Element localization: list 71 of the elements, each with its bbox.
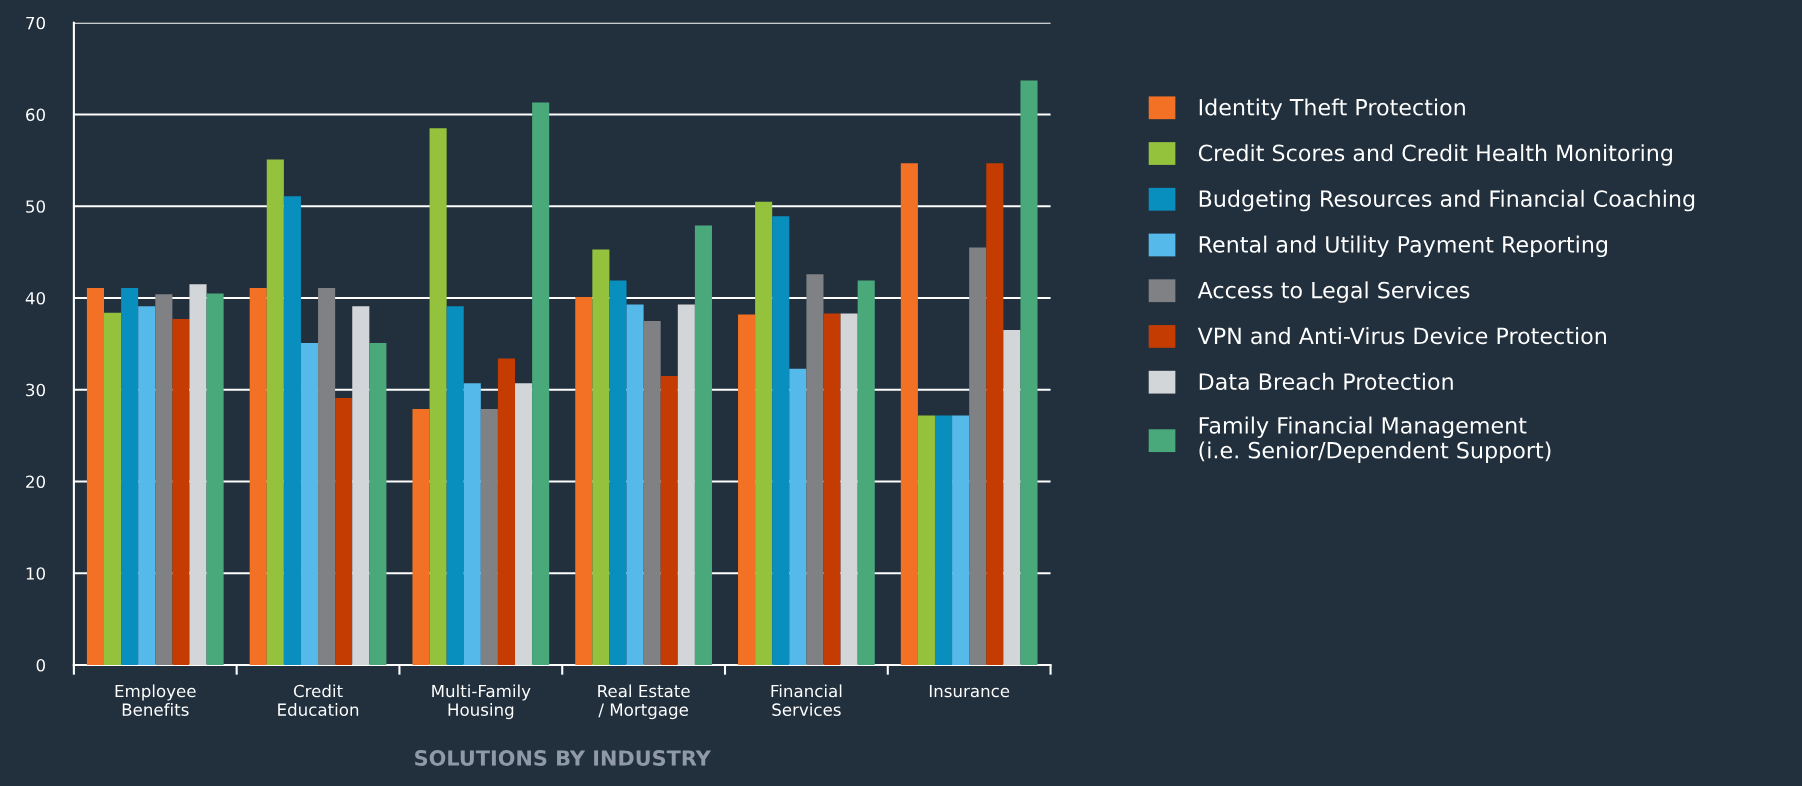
bar (318, 287, 336, 665)
bar (86, 287, 104, 665)
legend-label: Credit Scores and Credit Health Monitoring (1198, 144, 1672, 166)
bar (1003, 330, 1021, 665)
bar (121, 287, 139, 665)
bar (532, 102, 550, 665)
x-tick-label: Employee Benefits (115, 684, 196, 716)
y-tick-label: 20 (26, 475, 45, 489)
y-tick-label: 0 (36, 658, 45, 672)
bar (694, 225, 712, 665)
bar (969, 247, 987, 665)
y-tick-label: 50 (26, 200, 45, 213)
bar (515, 383, 533, 665)
bar (300, 342, 319, 665)
bar (952, 415, 970, 665)
bar (206, 293, 224, 665)
bar (660, 375, 678, 665)
legend-label: Budgeting Resources and Financial Coaching (1199, 189, 1695, 212)
bar (335, 398, 353, 665)
y-tick-label: 40 (25, 291, 45, 305)
bar (900, 163, 918, 665)
legend-label: Family Financial Management (i.e. Senior/Dependent Support) (1199, 416, 1551, 463)
x-tick-label: Financial Services (771, 684, 842, 716)
legend-label: Identity Theft Protection (1199, 98, 1465, 120)
bar (249, 287, 267, 665)
bar (840, 313, 858, 665)
bar (917, 415, 935, 665)
bar (412, 409, 430, 665)
y-tick-label: 70 (26, 16, 45, 30)
bar (446, 306, 464, 665)
bar (497, 358, 516, 665)
bar (806, 274, 824, 665)
bar (857, 280, 875, 665)
bar (352, 306, 370, 665)
bar (738, 314, 756, 665)
bar (369, 342, 387, 665)
bar (172, 319, 190, 665)
bar (823, 313, 841, 665)
legend-label: Rental and Utility Payment Reporting (1199, 235, 1608, 258)
bar (626, 304, 644, 665)
bar (643, 320, 661, 665)
bar (986, 163, 1004, 665)
y-tick-label: 10 (26, 567, 45, 580)
x-tick-label: Insurance (929, 684, 1010, 698)
x-axis-title: SOLUTIONS BY INDUSTRY (415, 750, 712, 766)
x-tick-label: Multi-Family Housing (432, 684, 531, 720)
bar (755, 201, 773, 665)
bar (934, 415, 953, 665)
y-tick-label: 60 (26, 108, 45, 122)
bar (463, 383, 481, 665)
bar (189, 284, 207, 665)
bar (480, 409, 498, 665)
legend-label: Access to Legal Services (1197, 281, 1470, 303)
bar (789, 368, 807, 665)
bar (1020, 80, 1038, 665)
bar (609, 280, 627, 665)
bar (677, 304, 695, 665)
bar (592, 249, 610, 665)
bar (138, 306, 156, 665)
bar (104, 312, 122, 665)
bar (266, 159, 284, 665)
bar (155, 294, 173, 665)
legend-label: Data Breach Protection (1199, 372, 1453, 390)
x-tick-label: Real Estate / Mortgage (598, 684, 690, 720)
legend-label: VPN and Anti-Virus Device Protection (1197, 327, 1606, 345)
y-tick-label: 30 (26, 383, 45, 397)
bar (772, 216, 790, 665)
x-tick-label: Credit Education (278, 684, 359, 716)
bar (429, 128, 447, 665)
bar (283, 196, 301, 665)
bar (575, 297, 593, 665)
